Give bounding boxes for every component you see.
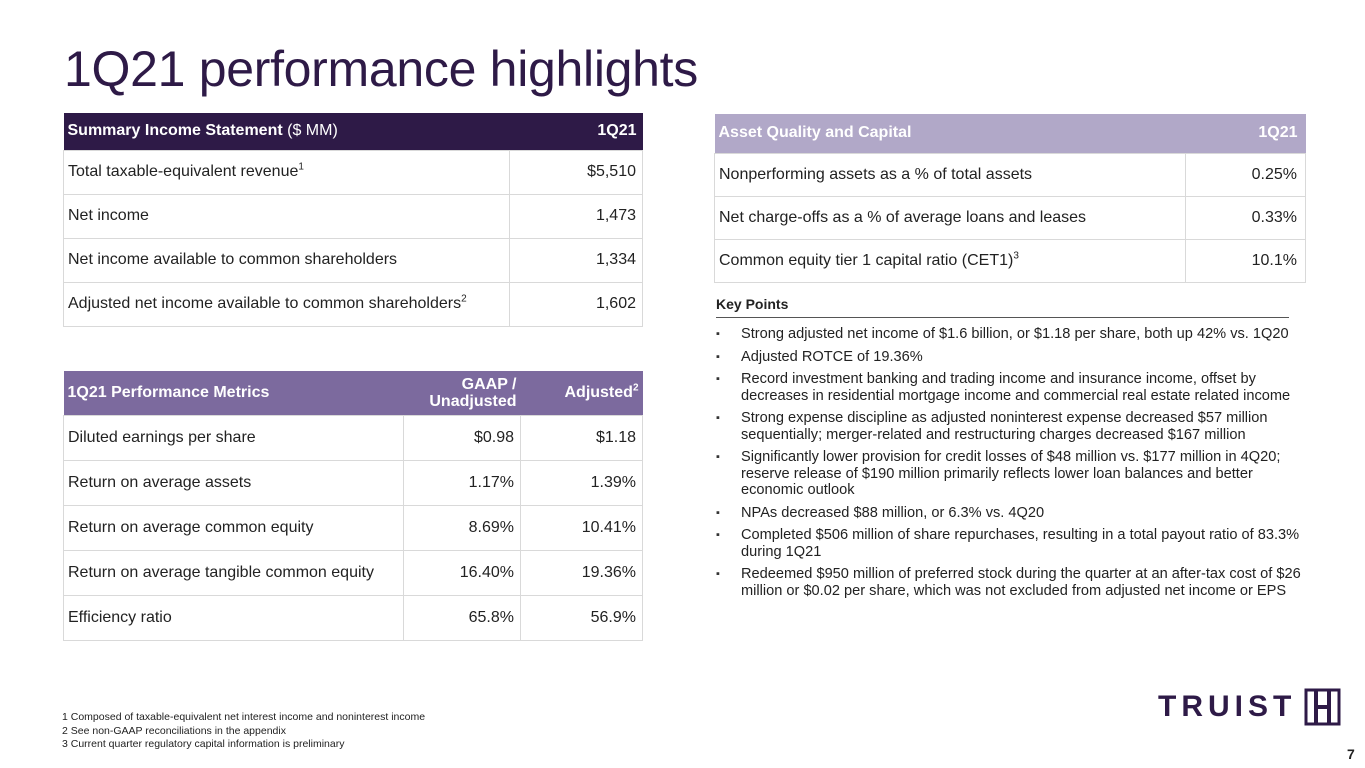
row-value: 1,602 (509, 281, 643, 327)
row-label: Common equity tier 1 capital ratio (CET1… (714, 238, 1186, 283)
table-header-row: 1Q21 Performance Metrics GAAP / Unadjust… (63, 371, 643, 415)
row-value: 1,334 (509, 237, 643, 283)
table-row: Adjusted net income available to common … (63, 281, 643, 327)
table-row: Diluted earnings per share $0.98 $1.18 (63, 414, 643, 461)
row-label: Nonperforming assets as a % of total ass… (714, 152, 1186, 197)
row-label: Net charge-offs as a % of average loans … (714, 195, 1186, 240)
key-points-list: Strong adjusted net income of $1.6 billi… (716, 326, 1316, 605)
income-header-bold: Summary Income Statement (67, 122, 283, 140)
table-row: Return on average tangible common equity… (63, 549, 643, 596)
row-label-text: Nonperforming assets as a % of total ass… (719, 165, 1033, 183)
income-header: Summary Income Statement ($ MM) (63, 113, 510, 150)
row-label-text: Common equity tier 1 capital ratio (CET1… (719, 251, 1014, 269)
logo-text: TRUIST (1158, 690, 1297, 723)
metrics-col-adjusted-sup: 2 (632, 382, 639, 394)
row-label: Return on average assets (63, 459, 404, 506)
gaap-value: 16.40% (403, 549, 521, 596)
income-header-unit: ($ MM) (282, 122, 338, 140)
table-row: Total taxable-equivalent revenue1 $5,510 (63, 149, 643, 195)
metrics-col-adjusted: Adjusted2 (520, 371, 643, 415)
gaap-value: 8.69% (403, 504, 521, 551)
row-label-text: Adjusted net income available to common … (68, 295, 462, 312)
footnote-ref: 2 (461, 293, 467, 305)
table-row: Return on average common equity 8.69% 10.4… (63, 504, 643, 551)
key-point-item: Record investment banking and trading in… (716, 371, 1316, 404)
page-number: 7 (1347, 746, 1355, 762)
gaap-value: $0.98 (403, 414, 521, 461)
row-value: 0.25% (1185, 152, 1306, 197)
row-label: Adjusted net income available to common … (63, 281, 510, 327)
key-point-item: Strong expense discipline as adjusted no… (716, 410, 1316, 443)
page-title: 1Q21 performance highlights (64, 41, 698, 97)
footnote-ref: 3 (1013, 250, 1019, 262)
row-label: Net income available to common sharehold… (63, 237, 510, 283)
row-label-text: Net income available to common sharehold… (68, 251, 398, 268)
key-point-item: Significantly lower provision for credit… (716, 449, 1316, 499)
table-row: Common equity tier 1 capital ratio (CET1… (714, 238, 1306, 283)
asset-header: Asset Quality and Capital (714, 114, 1186, 153)
table-row: Net income available to common sharehold… (63, 237, 643, 283)
table-row: Net income 1,473 (63, 193, 643, 239)
row-label: Return on average common equity (63, 504, 404, 551)
performance-metrics-table: 1Q21 Performance Metrics GAAP / Unadjust… (63, 371, 643, 641)
row-value: 10.1% (1185, 238, 1306, 283)
metrics-col-gaap: GAAP / Unadjusted (403, 371, 521, 415)
key-point-item: NPAs decreased $88 million, or 6.3% vs. … (716, 505, 1316, 522)
adjusted-value: 56.9% (520, 594, 643, 641)
row-label: Efficiency ratio (63, 594, 404, 641)
key-point-item: Redeemed $950 million of preferred stock… (716, 566, 1316, 599)
row-label: Total taxable-equivalent revenue1 (63, 149, 510, 195)
key-points-title: Key Points (716, 296, 1289, 318)
row-label: Return on average tangible common equity (63, 549, 404, 596)
row-value: 0.33% (1185, 195, 1306, 240)
metrics-col-adjusted-label: Adjusted (564, 384, 633, 402)
key-point-item: Strong adjusted net income of $1.6 billi… (716, 326, 1316, 343)
truist-mark-icon (1304, 688, 1341, 726)
footnote-line: 3 Current quarter regulatory capital inf… (62, 738, 345, 750)
gaap-value: 65.8% (403, 594, 521, 641)
asset-period: 1Q21 (1185, 114, 1306, 153)
key-point-item: Adjusted ROTCE of 19.36% (716, 349, 1316, 366)
summary-income-table: Summary Income Statement ($ MM) 1Q21 Tot… (63, 113, 643, 327)
adjusted-value: 19.36% (520, 549, 643, 596)
footnote-ref: 1 (298, 161, 304, 173)
gaap-value: 1.17% (403, 459, 521, 506)
adjusted-value: $1.18 (520, 414, 643, 461)
adjusted-value: 1.39% (520, 459, 643, 506)
row-label-text: Net charge-offs as a % of average loans … (719, 208, 1087, 226)
row-value: $5,510 (509, 149, 643, 195)
row-label: Net income (63, 193, 510, 239)
table-header-row: Summary Income Statement ($ MM) 1Q21 (63, 113, 643, 150)
truist-logo: TRUIST (1158, 688, 1341, 726)
footnotes: 1 Composed of taxable-equivalent net int… (62, 711, 425, 752)
metrics-header: 1Q21 Performance Metrics (63, 371, 404, 415)
row-value: 1,473 (509, 193, 643, 239)
income-period: 1Q21 (509, 113, 643, 150)
key-point-item: Completed $506 million of share repurcha… (716, 527, 1316, 560)
asset-quality-table: Asset Quality and Capital 1Q21 Nonperfor… (714, 114, 1306, 283)
row-label-text: Net income (68, 207, 149, 224)
table-row: Efficiency ratio 65.8% 56.9% (63, 594, 643, 641)
footnote-line: 2 See non-GAAP reconciliations in the ap… (62, 724, 286, 737)
table-row: Return on average assets 1.17% 1.39% (63, 459, 643, 506)
table-row: Nonperforming assets as a % of total ass… (714, 152, 1306, 197)
footnote-line: 1 Composed of taxable-equivalent net int… (62, 711, 426, 723)
table-header-row: Asset Quality and Capital 1Q21 (714, 114, 1306, 153)
table-row: Net charge-offs as a % of average loans … (714, 195, 1306, 240)
adjusted-value: 10.41% (520, 504, 643, 551)
row-label: Diluted earnings per share (63, 414, 404, 461)
row-label-text: Total taxable-equivalent revenue (68, 163, 299, 180)
